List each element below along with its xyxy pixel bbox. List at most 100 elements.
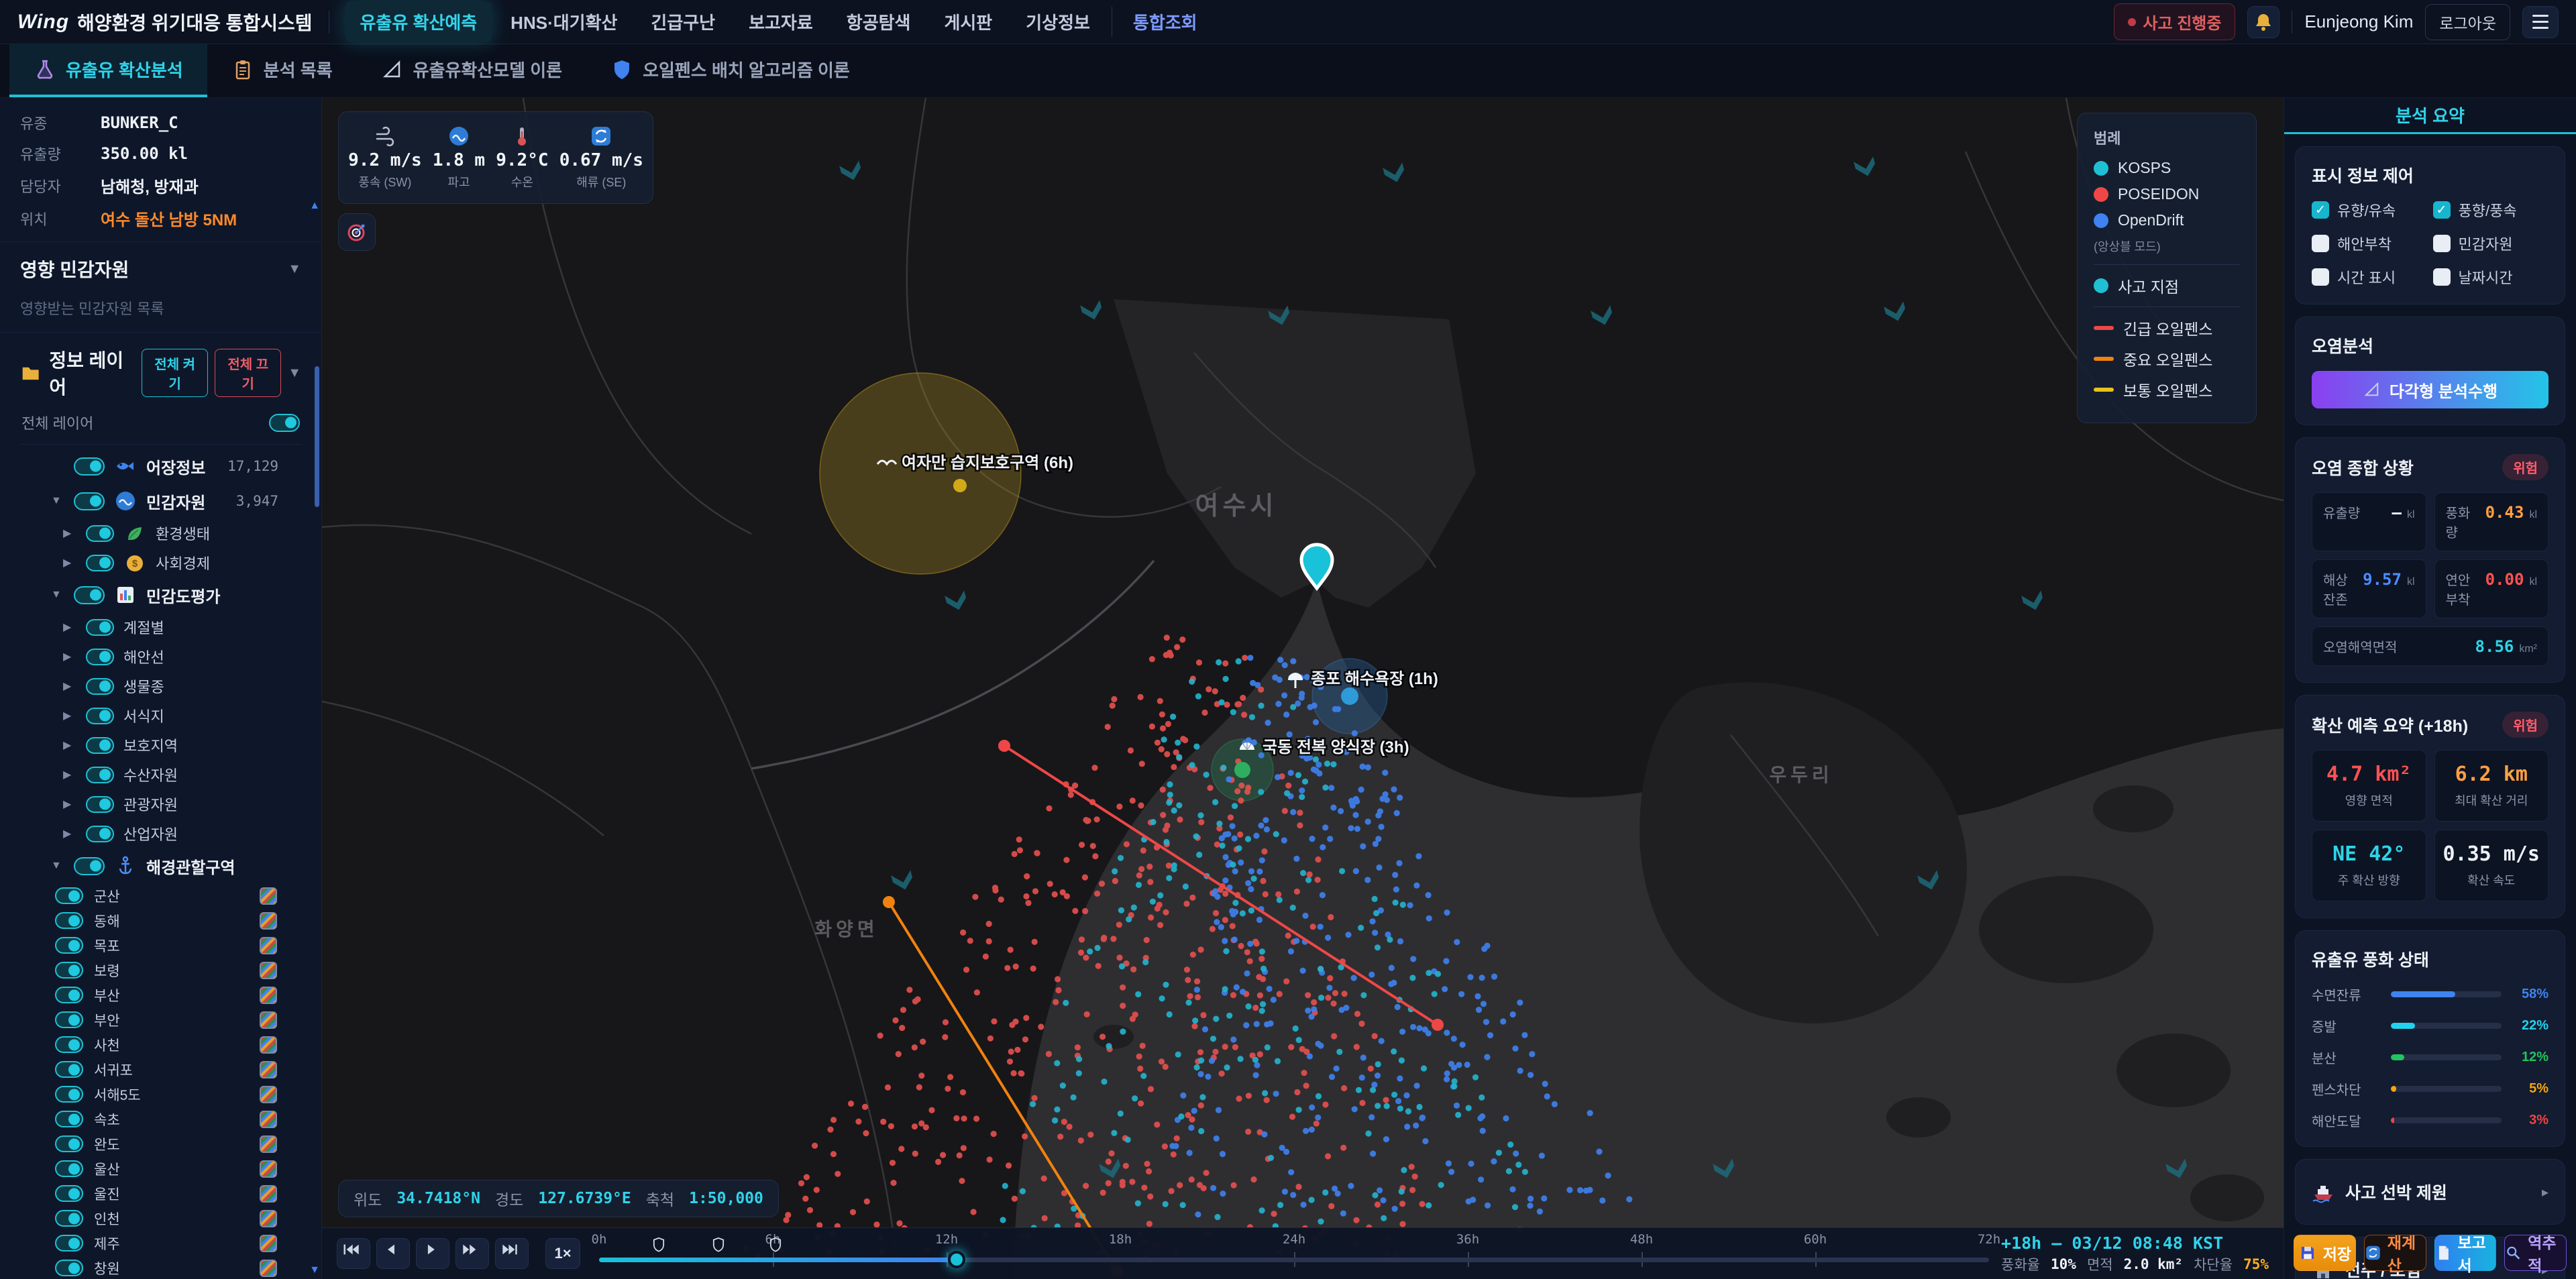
layer-toggle[interactable] [86,648,114,665]
layer-toggle[interactable] [86,524,114,542]
speed-button[interactable]: 1× [545,1238,580,1269]
region-toggle[interactable] [55,1210,83,1227]
layer-toggle[interactable] [86,795,114,813]
timeline-thumb[interactable] [947,1251,965,1268]
tab-boom-algorithm-theory[interactable]: 오일펜스 배치 알고리즘 이론 [586,44,874,97]
layer-toggle[interactable] [74,856,105,875]
step-back-button[interactable] [376,1238,410,1269]
fence-deploy-marker[interactable] [769,1237,782,1252]
layer-toggle[interactable] [86,677,114,695]
master-layer-toggle[interactable] [269,413,300,432]
region-style-button[interactable] [260,887,277,905]
region-toggle[interactable] [55,1086,83,1103]
region-toggle[interactable] [55,1061,83,1078]
chevron-down-icon[interactable]: ▼ [288,365,301,380]
region-style-button[interactable] [260,1011,277,1029]
backtrace-button[interactable]: 역추적 [2504,1234,2567,1274]
check-datetime[interactable]: 날짜시간 [2432,266,2549,288]
region-toggle[interactable] [55,1185,83,1202]
all-layers-off-button[interactable]: 전체 끄기 [215,349,282,397]
fence-deploy-marker[interactable] [653,1237,665,1252]
region-toggle[interactable] [55,1260,83,1276]
region-toggle[interactable] [55,937,83,954]
region-toggle[interactable] [55,1036,83,1053]
skip-end-button[interactable] [495,1238,529,1269]
expander-icon[interactable]: ▼ [51,589,62,600]
region-toggle[interactable] [55,1011,83,1028]
region-style-button[interactable] [260,986,277,1004]
logout-button[interactable]: 로그아웃 [2425,3,2510,40]
layer-toggle[interactable] [74,586,105,604]
nav-integrated-search[interactable]: 통합조회 [1111,1,1212,42]
all-layers-on-button[interactable]: 전체 켜기 [142,349,209,397]
nav-rescue[interactable]: 긴급구난 [651,13,716,33]
play-button[interactable] [416,1238,449,1269]
region-toggle[interactable] [55,962,83,979]
layer-toggle[interactable] [86,736,114,754]
expander-icon[interactable]: ▼ [51,495,62,506]
map-viewport[interactable]: 여수시 화양면 우두리 여자만 습지보호구역 (6h) 종포 해수욕장 (1h) 국동 전… [322,98,2284,1279]
polygon-analysis-button[interactable]: 다각형 분석수행 [2312,371,2548,408]
scroll-down-icon[interactable]: ▼ [309,1264,320,1276]
layer-toggle[interactable] [74,457,105,476]
timeline-rail[interactable] [599,1258,1990,1262]
nav-reports[interactable]: 보고자료 [749,13,813,33]
region-style-button[interactable] [260,1184,277,1203]
region-style-button[interactable] [260,1135,277,1153]
expander-icon[interactable]: ▶ [63,557,72,569]
region-style-button[interactable] [260,1259,277,1277]
region-style-button[interactable] [260,1160,277,1178]
region-style-button[interactable] [260,936,277,954]
report-button[interactable]: 보고서 [2434,1234,2497,1274]
nav-hns[interactable]: HNS·대기확산 [511,13,618,33]
chevron-down-icon[interactable]: ▼ [288,261,301,276]
region-toggle[interactable] [55,887,83,904]
layer-toggle[interactable] [86,554,114,571]
fence-deploy-marker[interactable] [712,1237,724,1252]
region-toggle[interactable] [55,1235,83,1252]
vessel-spec-section[interactable]: 사고 선박 제원 ▸ [2295,1159,2565,1225]
region-style-button[interactable] [260,911,277,930]
nav-oil-spill[interactable]: 유출유 확산예측 [345,1,492,42]
fast-forward-button[interactable] [455,1238,489,1269]
region-style-button[interactable] [260,1234,277,1252]
recenter-button[interactable] [338,213,376,251]
nav-board[interactable]: 게시판 [944,13,993,33]
recalculate-button[interactable]: 재계산 [2363,1234,2426,1274]
skip-start-button[interactable] [337,1238,370,1269]
expander-icon[interactable]: ▼ [51,860,62,871]
layer-toggle[interactable] [86,766,114,783]
region-style-button[interactable] [260,1036,277,1054]
check-wind-dir[interactable]: 풍향/풍속 [2432,199,2549,221]
region-toggle[interactable] [55,1111,83,1127]
layer-toggle[interactable] [74,492,105,510]
region-toggle[interactable] [55,987,83,1003]
check-time-display[interactable]: 시간 표시 [2312,266,2428,288]
region-toggle[interactable] [55,912,83,929]
layer-toggle[interactable] [86,825,114,842]
layer-toggle[interactable] [86,707,114,724]
nav-weather[interactable]: 기상정보 [1026,13,1090,33]
notifications-button[interactable] [2247,5,2280,38]
tab-analysis-list[interactable]: 분석 목록 [207,44,357,97]
expander-icon[interactable]: ▶ [63,528,72,539]
layer-toggle[interactable] [86,618,114,636]
region-style-button[interactable] [260,1209,277,1227]
region-toggle[interactable] [55,1160,83,1177]
region-style-button[interactable] [260,1085,277,1103]
check-sensitive-res[interactable]: 민감자원 [2432,233,2549,254]
region-style-button[interactable] [260,1060,277,1078]
menu-button[interactable] [2522,5,2559,38]
region-style-button[interactable] [260,1110,277,1128]
tab-model-theory[interactable]: 유출유확산모델 이론 [357,44,587,97]
scroll-up-icon[interactable]: ▲ [309,200,320,211]
sidebar-scrollbar[interactable] [315,366,319,507]
nav-aerial[interactable]: 항공탐색 [846,13,911,33]
tab-diffusion-analysis[interactable]: 유출유 확산분석 [9,44,207,97]
check-shore-attach[interactable]: 해안부착 [2312,233,2428,254]
region-style-button[interactable] [260,961,277,979]
timeline-track[interactable]: 0h 6h 12h 18h 24h 36h 48h 60h 72h [592,1228,2000,1279]
save-button[interactable]: 저장 [2294,1235,2356,1271]
check-current-dir[interactable]: 유향/유속 [2312,199,2428,221]
region-toggle[interactable] [55,1135,83,1152]
